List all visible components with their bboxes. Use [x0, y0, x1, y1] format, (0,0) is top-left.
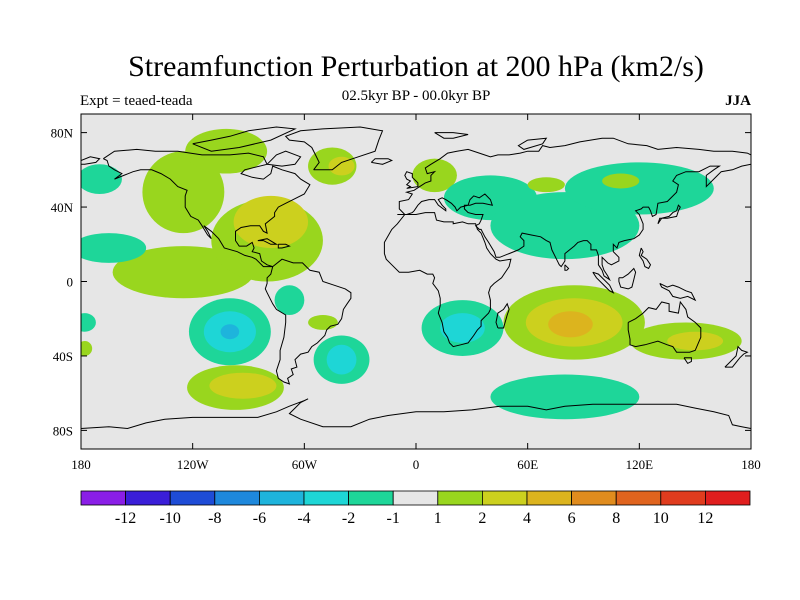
contour-region [209, 372, 277, 399]
lat-tick-label: 40S [53, 349, 73, 364]
coastline [266, 150, 302, 167]
coastline [103, 148, 311, 268]
lon-tick-label: 60E [517, 457, 538, 472]
coastline [397, 163, 751, 282]
coastline [257, 238, 279, 245]
colorbar-label: -2 [342, 510, 355, 527]
coastline [517, 137, 548, 150]
colorbar-label: 4 [523, 510, 531, 527]
contour-region [326, 344, 357, 375]
colorbar-label: -10 [160, 510, 181, 527]
colorbar-swatch [258, 490, 305, 506]
colorbar-swatch [571, 490, 617, 506]
contour-region [527, 177, 565, 193]
colorbar-swatch [615, 490, 662, 506]
colorbar-swatch [481, 490, 528, 506]
contour-region [233, 195, 309, 248]
contour-region [328, 156, 355, 176]
colorbar-label: 1 [434, 510, 442, 527]
colorbar-label: -8 [208, 510, 221, 527]
lat-tick-label: 40N [51, 200, 74, 215]
coastline [434, 132, 469, 139]
contour-region [548, 311, 593, 338]
contour-region [490, 374, 640, 420]
contour-region [667, 331, 724, 351]
colorbar-label: -4 [297, 510, 310, 527]
colorbar-label: 8 [612, 510, 620, 527]
colorbar-swatch [169, 490, 216, 506]
lon-tick-label: 0 [413, 457, 420, 472]
colorbar-label: -6 [253, 510, 266, 527]
contour-region [564, 162, 714, 215]
colorbar-label: -1 [387, 510, 400, 527]
colorbar-swatch [392, 490, 439, 506]
lat-tick-label: 80S [53, 423, 73, 438]
coastline [618, 267, 637, 290]
lon-tick-label: 180 [741, 457, 761, 472]
colorbar-label: 12 [697, 510, 713, 527]
coastline [264, 258, 352, 385]
colorbar-swatch [348, 490, 394, 506]
colorbar: -12 -10 -8 -6 -4 -2 -1 1 2 4 6 8 10 12 [80, 490, 751, 527]
season-label: JJA [725, 93, 751, 109]
colorbar-swatch [303, 490, 349, 506]
coastline [659, 282, 697, 302]
colorbar-swatch [437, 490, 483, 506]
contour-regions [81, 128, 742, 420]
axis-ticks: 180 120W 60W 0 60E 120E 180 80N 40N 0 40S 80S [51, 114, 761, 472]
colorbar-swatch [125, 490, 171, 506]
coastline [81, 398, 751, 430]
coastline [404, 171, 419, 189]
coastline [627, 300, 702, 353]
contour-region [185, 128, 268, 174]
colorbar-label: 6 [568, 510, 576, 527]
lon-tick-label: 60W [292, 457, 318, 472]
figure-subtitle: 02.5kyr BP - 00.0kyr BP [341, 88, 491, 104]
coastline [657, 204, 681, 225]
experiment-label: Expt = teaed-teada [80, 93, 193, 109]
coastline [683, 357, 692, 365]
coastline [192, 126, 297, 152]
colorbar-label: -12 [115, 510, 136, 527]
colorbar-swatch [80, 490, 126, 506]
contour-region [81, 313, 96, 332]
coastline [277, 243, 291, 249]
coastline [81, 156, 101, 165]
coastline [564, 264, 570, 271]
lon-tick-label: 180 [71, 457, 91, 472]
coastline [638, 247, 652, 270]
contour-region [81, 341, 93, 356]
coastline [397, 137, 751, 215]
contour-region [308, 315, 338, 330]
colorbar-swatch [660, 490, 706, 506]
lon-tick-label: 120W [177, 457, 210, 472]
figure-title: Streamfunction Perturbation at 200 hPa (… [128, 50, 704, 83]
contour-region [81, 233, 147, 263]
colorbar-label: 10 [653, 510, 669, 527]
coastline [370, 158, 394, 165]
contour-region [81, 164, 122, 195]
coastline [724, 345, 749, 368]
colorbar-swatch [214, 490, 260, 506]
lon-tick-label: 120E [626, 457, 654, 472]
contour-region [440, 313, 485, 343]
colorbar-label: 2 [478, 510, 486, 527]
coastline [592, 271, 615, 294]
coastline [495, 302, 510, 329]
lat-tick-label: 0 [67, 275, 74, 290]
contour-region [142, 151, 225, 234]
contour-region [274, 285, 305, 315]
coastline [383, 212, 512, 348]
coastlines [81, 126, 751, 430]
colorbar-swatch [526, 490, 572, 506]
coastline [284, 126, 384, 171]
lat-tick-label: 80N [51, 126, 74, 141]
contour-region [220, 324, 240, 340]
contour-region [602, 173, 640, 189]
colorbar-swatch [705, 490, 751, 506]
